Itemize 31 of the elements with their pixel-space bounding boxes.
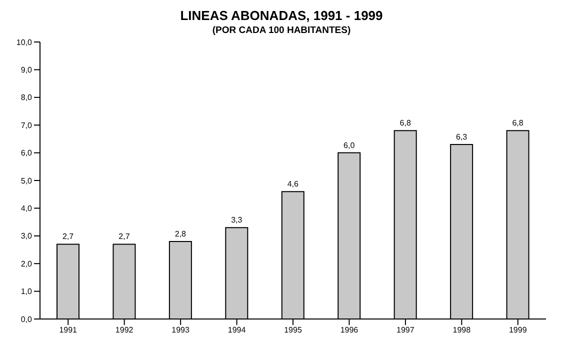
y-tick-label: 9,0: [20, 66, 33, 75]
data-label: 6,3: [456, 132, 468, 142]
y-tick-label: 3,0: [20, 232, 33, 241]
y-tick-label: 0,0: [20, 314, 33, 324]
x-tick-label: 1999: [508, 326, 528, 335]
x-tick-label: 1992: [115, 326, 134, 335]
x-tick-label: 1993: [172, 326, 190, 335]
data-label: 2,7: [62, 232, 74, 242]
y-tick-label: 4,0: [20, 204, 33, 214]
x-tick-label: 1995: [284, 326, 302, 335]
y-tick-label: 10,0: [16, 38, 33, 47]
chart-subtitle: (POR CADA 100 HABITANTES): [211, 25, 352, 36]
y-tick-label: 2,0: [20, 259, 33, 268]
x-tick-label: 1994: [228, 326, 246, 335]
data-label: 3,3: [231, 216, 243, 225]
y-tick-label: 1,0: [20, 287, 33, 296]
data-label: 2,8: [174, 229, 187, 238]
y-tick-label: 5,0: [20, 176, 33, 186]
data-label: 6,0: [344, 140, 356, 150]
x-tick-label: 1998: [452, 326, 472, 335]
data-label: 6,8: [400, 118, 412, 128]
chart-title: LINEAS ABONADAS, 1991 - 1999: [179, 8, 384, 23]
y-tick-label: 6,0: [20, 148, 33, 158]
x-tick-label: 1997: [396, 326, 415, 335]
x-tick-label: 1991: [59, 326, 78, 335]
x-tick-label: 1996: [340, 326, 359, 335]
data-label: 2,7: [118, 232, 130, 242]
y-tick-label: 7,0: [20, 120, 33, 130]
data-label: 6,8: [512, 118, 524, 128]
y-tick-label: 8,0: [20, 93, 33, 102]
data-label: 4,6: [287, 180, 299, 189]
